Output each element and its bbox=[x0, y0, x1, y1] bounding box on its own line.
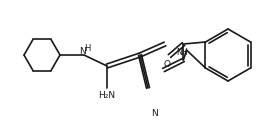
Text: H₂N: H₂N bbox=[98, 90, 116, 99]
Text: N: N bbox=[151, 109, 157, 118]
Text: H: H bbox=[84, 44, 90, 53]
Text: NH: NH bbox=[177, 47, 188, 57]
Text: N: N bbox=[79, 47, 85, 56]
Text: O: O bbox=[164, 60, 171, 69]
